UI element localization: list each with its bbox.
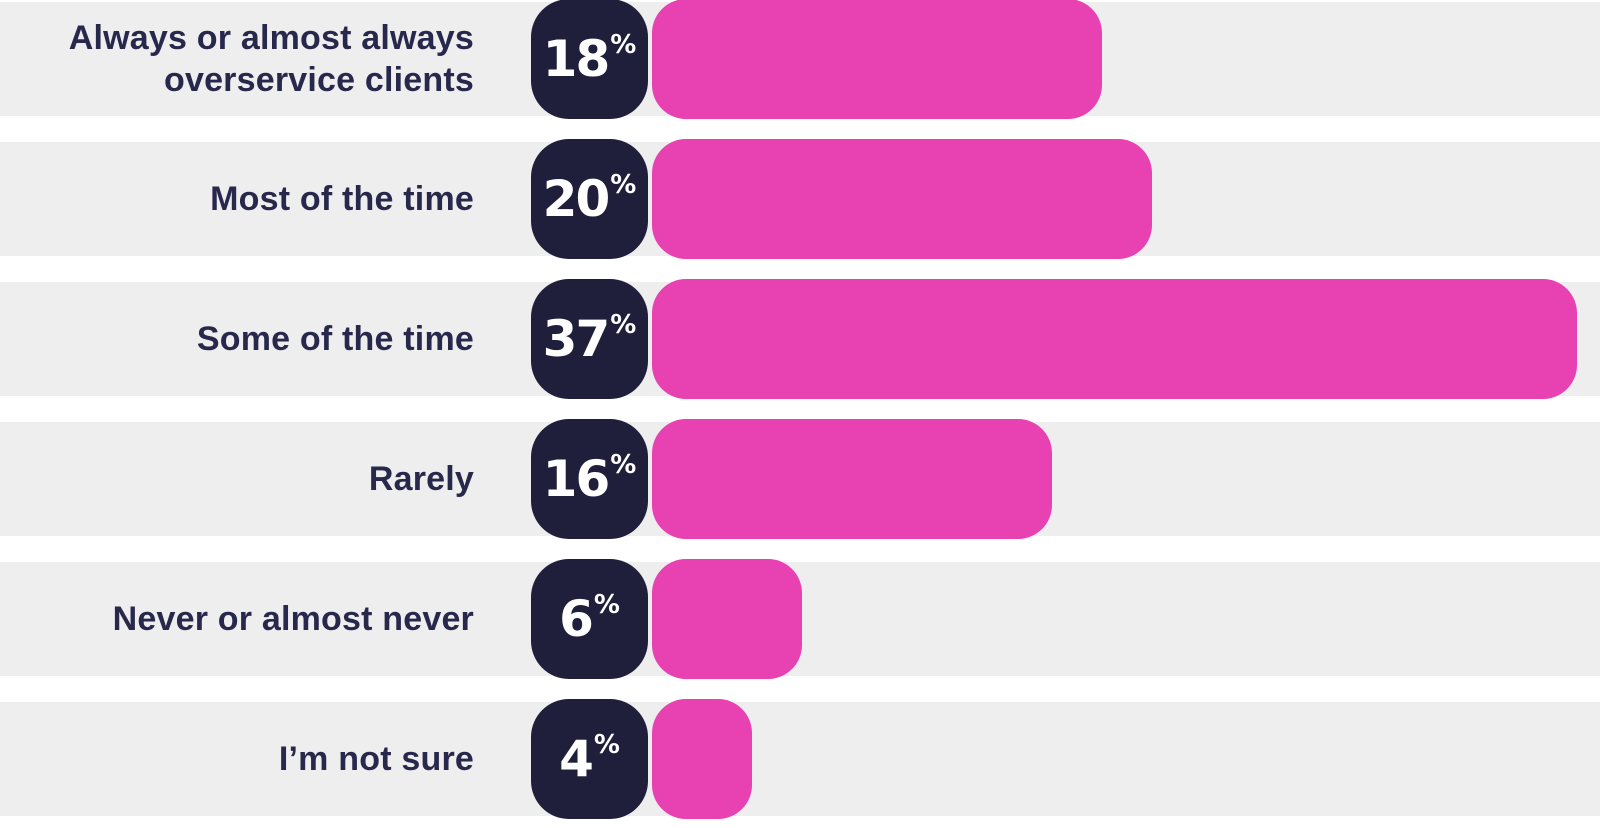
- bar: [652, 699, 752, 819]
- value-badge: 37 %: [531, 279, 648, 399]
- bar: [652, 279, 1577, 399]
- value-number: 37: [542, 310, 611, 368]
- value-number: 6: [559, 590, 594, 648]
- category-label: I’m not sure: [278, 740, 474, 778]
- category-label: Some of the time: [196, 320, 474, 358]
- category-label: Rarely: [368, 460, 474, 498]
- chart-row: Rarely 16 %: [0, 419, 1600, 539]
- value-badge: 16 %: [531, 419, 648, 539]
- category-label: Never or almost never: [112, 600, 474, 638]
- value-number: 16: [542, 450, 611, 508]
- bar: [652, 139, 1152, 259]
- bar: [652, 559, 802, 679]
- value-badge: 6 %: [531, 559, 648, 679]
- chart-row: Always or almost always overservice clie…: [0, 0, 1600, 119]
- percent-sign: %: [593, 730, 620, 760]
- percent-sign: %: [593, 590, 620, 620]
- percent-sign: %: [610, 310, 637, 340]
- value-badge: 18 %: [531, 0, 648, 119]
- chart-row: I’m not sure 4 %: [0, 699, 1600, 819]
- percent-sign: %: [610, 170, 637, 200]
- chart-row: Some of the time 37 %: [0, 279, 1600, 399]
- value-number: 18: [542, 30, 611, 88]
- category-label: Always or almost always overservice clie…: [68, 19, 474, 99]
- value-number: 20: [542, 170, 611, 228]
- category-label: Most of the time: [210, 180, 474, 218]
- chart-row: Most of the time 20 %: [0, 139, 1600, 259]
- value-badge: 20 %: [531, 139, 648, 259]
- percent-sign: %: [610, 30, 637, 60]
- bar: [652, 419, 1052, 539]
- value-badge: 4 %: [531, 699, 648, 819]
- value-number: 4: [559, 730, 594, 788]
- bar: [652, 0, 1102, 119]
- chart-row: Never or almost never 6 %: [0, 559, 1600, 679]
- percent-sign: %: [610, 450, 637, 480]
